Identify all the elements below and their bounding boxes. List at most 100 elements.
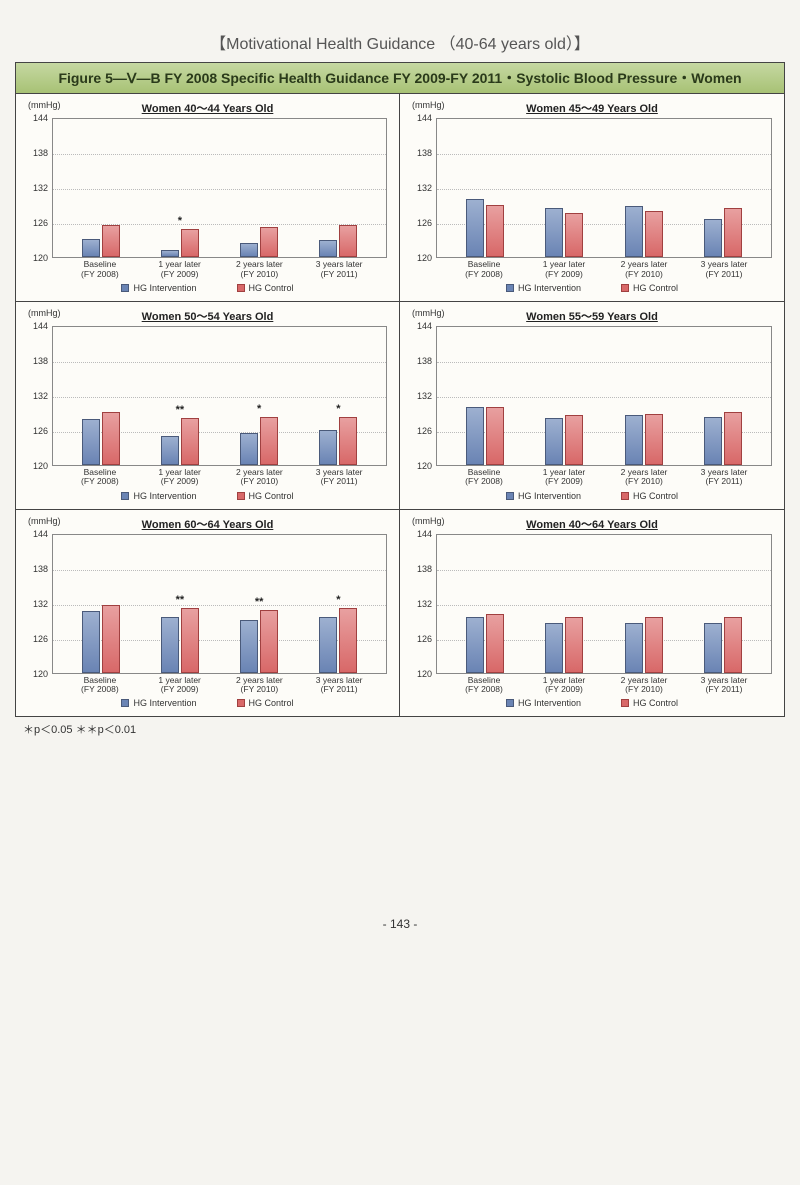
x-tick-label: 3 years later(FY 2011) [700,676,748,695]
bar-control [645,617,663,672]
y-tick-label: 144 [24,113,48,123]
legend-item-intervention: HG Intervention [121,491,196,501]
legend-item-control: HG Control [621,698,678,708]
bar-control [645,211,663,258]
significance-marker: * [336,403,340,415]
x-labels: Baseline(FY 2008) 1 year later(FY 2009) 2 … [436,674,772,695]
bar-intervention [240,433,258,465]
y-tick-label: 138 [408,148,432,158]
x-tick-label: 1 year later(FY 2009) [156,676,204,695]
bar-group [82,412,120,465]
significance-marker: ** [176,404,185,416]
swatch-intervention [506,492,514,500]
legend-label: HG Control [633,283,678,293]
bar-control [724,412,742,465]
bar-control [486,205,504,258]
chart-cell: (mmHg)Women 45～49 Years Old1201261321381… [400,94,784,302]
x-tick-label: 1 year later(FY 2009) [540,676,588,695]
bar-group [319,225,357,257]
bar-group: * [319,417,357,465]
bar-group [545,617,583,672]
bar-control [645,414,663,465]
y-tick-label: 126 [24,634,48,644]
swatch-intervention [506,699,514,707]
legend-item-intervention: HG Intervention [121,698,196,708]
bar-group [704,412,742,465]
bar-group [545,208,583,258]
swatch-intervention [121,699,129,707]
y-tick-label: 144 [408,321,432,331]
y-tick-label: 120 [24,669,48,679]
chart-cell: (mmHg)Women 50～54 Years Old1201261321381… [16,302,400,510]
chart-cell: (mmHg)Women 55～59 Years Old1201261321381… [400,302,784,510]
bar-control [486,614,504,672]
y-tick-label: 138 [24,564,48,574]
chart-title: Women 40～64 Years Old [526,516,658,532]
y-tick-label: 126 [408,426,432,436]
bars-container [437,119,771,257]
y-tick-label: 144 [408,529,432,539]
y-tick-label: 132 [408,183,432,193]
main-title: 【Motivational Health Guidance （40-64 yea… [15,30,785,54]
x-tick-label: 1 year later(FY 2009) [540,468,588,487]
chart-cell: (mmHg)Women 40～44 Years Old1201261321381… [16,94,400,302]
y-tick-label: 120 [408,669,432,679]
chart-title: Women 55～59 Years Old [526,308,658,324]
axis-unit-label: (mmHg) [28,308,61,318]
page-number: - 143 - [15,917,785,931]
bar-control [565,213,583,257]
y-tick-label: 126 [408,218,432,228]
x-labels: Baseline(FY 2008)1 year later(FY 2009)2 … [52,258,387,279]
bar-control [102,605,120,672]
bar-group: * [161,229,199,257]
legend: HG InterventionHG Control [408,491,776,501]
x-tick-label: 3 years later(FY 2011) [315,468,363,487]
swatch-control [621,492,629,500]
bar-group [704,617,742,672]
bar-control [260,610,278,673]
y-tick-label: 132 [24,391,48,401]
swatch-control [237,492,245,500]
chart-title: Women 40～44 Years Old [142,100,274,116]
swatch-control [237,284,245,292]
bar-intervention [704,417,722,465]
y-tick-label: 120 [24,253,48,263]
x-tick-label: 2 years later(FY 2010) [620,468,668,487]
y-tick-label: 138 [408,356,432,366]
y-tick-label: 144 [24,321,48,331]
legend-item-control: HG Control [237,491,294,501]
bar-intervention [545,418,563,465]
bar-intervention [82,419,100,465]
bar-group [545,415,583,465]
x-labels: Baseline(FY 2008)1 year later(FY 2009)2 … [436,258,772,279]
figure-title: Figure 5—Ⅴ—B FY 2008 Specific Health Gui… [16,63,784,94]
bar-intervention [625,206,643,257]
legend-label: HG Intervention [518,698,581,708]
x-tick-label: 2 years later(FY 2010) [620,260,668,279]
bar-group [82,225,120,257]
legend: HG InterventionHG Control [24,283,391,293]
bars-container [437,327,771,465]
bar-intervention [82,239,100,258]
plot-area: * [52,118,387,258]
bar-group: ** [161,418,199,465]
page-container: 【Motivational Health Guidance （40-64 yea… [0,0,800,931]
x-tick-label: Baseline(FY 2008) [460,676,508,695]
significance-marker: ** [176,594,185,606]
chart-title: Women 60～64 Years Old [142,516,274,532]
bars-container [437,535,771,673]
y-tick-label: 132 [24,599,48,609]
legend: HG Intervention HG Control [24,698,391,708]
y-tick-label: 138 [24,356,48,366]
swatch-control [621,284,629,292]
bar-group [82,605,120,672]
legend-label: HG Control [249,491,294,501]
chart-title: Women 50～54 Years Old [142,308,274,324]
y-tick-label: 126 [24,218,48,228]
x-tick-label: 2 years later(FY 2010) [620,676,668,695]
chart-area: 120126132138144 [408,118,776,258]
bar-intervention [240,620,258,673]
bar-group [625,414,663,465]
y-tick-label: 126 [24,426,48,436]
legend-item-control: HG Control [237,698,294,708]
